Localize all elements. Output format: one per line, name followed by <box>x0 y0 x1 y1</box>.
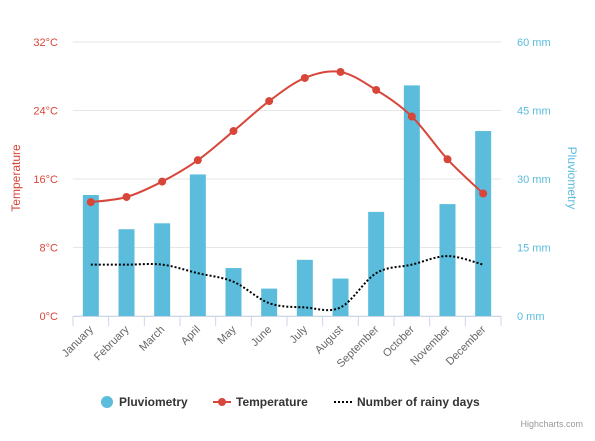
y-left-tick-label: 24°C <box>33 106 58 118</box>
credits-link[interactable]: Highcharts.com <box>520 419 583 429</box>
x-tick-label: February <box>92 323 132 363</box>
y-left-tick-label: 32°C <box>33 37 58 49</box>
pluviometry-bar[interactable] <box>261 288 278 316</box>
legend-item-pluviometry[interactable]: Pluviometry <box>101 395 188 409</box>
legend-marker-temperature <box>218 398 226 406</box>
y-right-tick-label: 15 mm <box>517 243 551 255</box>
pluviometry-bar[interactable] <box>296 259 313 316</box>
legend-marker-pluviometry <box>101 396 113 408</box>
pluviometry-bar[interactable] <box>368 211 385 316</box>
x-tick-label: July <box>288 323 311 346</box>
x-tick-label: October <box>381 323 417 359</box>
y-right-tick-label: 30 mm <box>517 174 551 186</box>
pluviometry-bars <box>82 85 492 316</box>
temperature-point[interactable] <box>407 112 416 121</box>
x-tick-label: January <box>60 323 97 360</box>
y-axis-right-title: Pluviometry <box>565 147 579 210</box>
x-tick-label: August <box>313 324 346 357</box>
pluviometry-bar[interactable] <box>225 268 242 316</box>
grid-lines <box>73 41 501 317</box>
x-tick-label: May <box>215 323 239 347</box>
temperature-point[interactable] <box>336 67 345 76</box>
pluviometry-bar[interactable] <box>475 131 492 316</box>
pluviometry-bar[interactable] <box>332 278 349 316</box>
temperature-point[interactable] <box>479 189 488 198</box>
y-left-tick-label: 16°C <box>33 174 58 186</box>
y-right-tick-label: 45 mm <box>517 106 551 118</box>
temperature-point[interactable] <box>86 198 95 207</box>
legend-item-temperature[interactable]: Temperature <box>213 395 308 409</box>
pluviometry-bar[interactable] <box>154 223 171 316</box>
temperature-point[interactable] <box>122 192 131 201</box>
rainy-days-line <box>90 255 484 312</box>
pluviometry-bar[interactable] <box>439 204 456 316</box>
y-right-tick-label: 0 mm <box>517 311 545 323</box>
pluviometry-bar[interactable] <box>82 194 99 316</box>
temperature-point[interactable] <box>265 97 274 106</box>
pluviometry-bar[interactable] <box>189 174 206 316</box>
legend: Pluviometry Temperature Number of rainy … <box>101 395 480 409</box>
rainy-days-series <box>90 255 484 312</box>
pluviometry-bar[interactable] <box>118 229 135 316</box>
x-tick-label: April <box>179 324 203 348</box>
temperature-point[interactable] <box>300 73 309 82</box>
temperature-point[interactable] <box>372 85 381 94</box>
y-left-tick-label: 8°C <box>40 243 59 255</box>
y-axis-right: 0 mm 15 mm 30 mm 45 mm 60 mm <box>517 37 551 323</box>
y-right-tick-label: 60 mm <box>517 37 551 49</box>
temperature-point[interactable] <box>158 177 167 186</box>
y-axis-left: 0°C 8°C 16°C 24°C 32°C <box>33 37 58 323</box>
x-tick-label: June <box>249 324 274 349</box>
legend-label-pluviometry: Pluviometry <box>119 395 188 409</box>
legend-item-rainy-days[interactable]: Number of rainy days <box>334 395 480 409</box>
temperature-point[interactable] <box>193 156 202 165</box>
temperature-point[interactable] <box>229 127 238 136</box>
temperature-line <box>90 70 484 204</box>
pluviometry-bar[interactable] <box>403 85 420 316</box>
x-tick-label: December <box>444 323 489 368</box>
y-left-tick-label: 0°C <box>40 311 59 323</box>
temperature-series <box>86 67 488 207</box>
x-tick-label: March <box>137 324 167 354</box>
legend-label-temperature: Temperature <box>236 395 308 409</box>
legend-label-rainy-days: Number of rainy days <box>357 395 480 409</box>
temperature-point[interactable] <box>443 155 452 164</box>
y-axis-left-title: Temperature <box>9 144 23 212</box>
